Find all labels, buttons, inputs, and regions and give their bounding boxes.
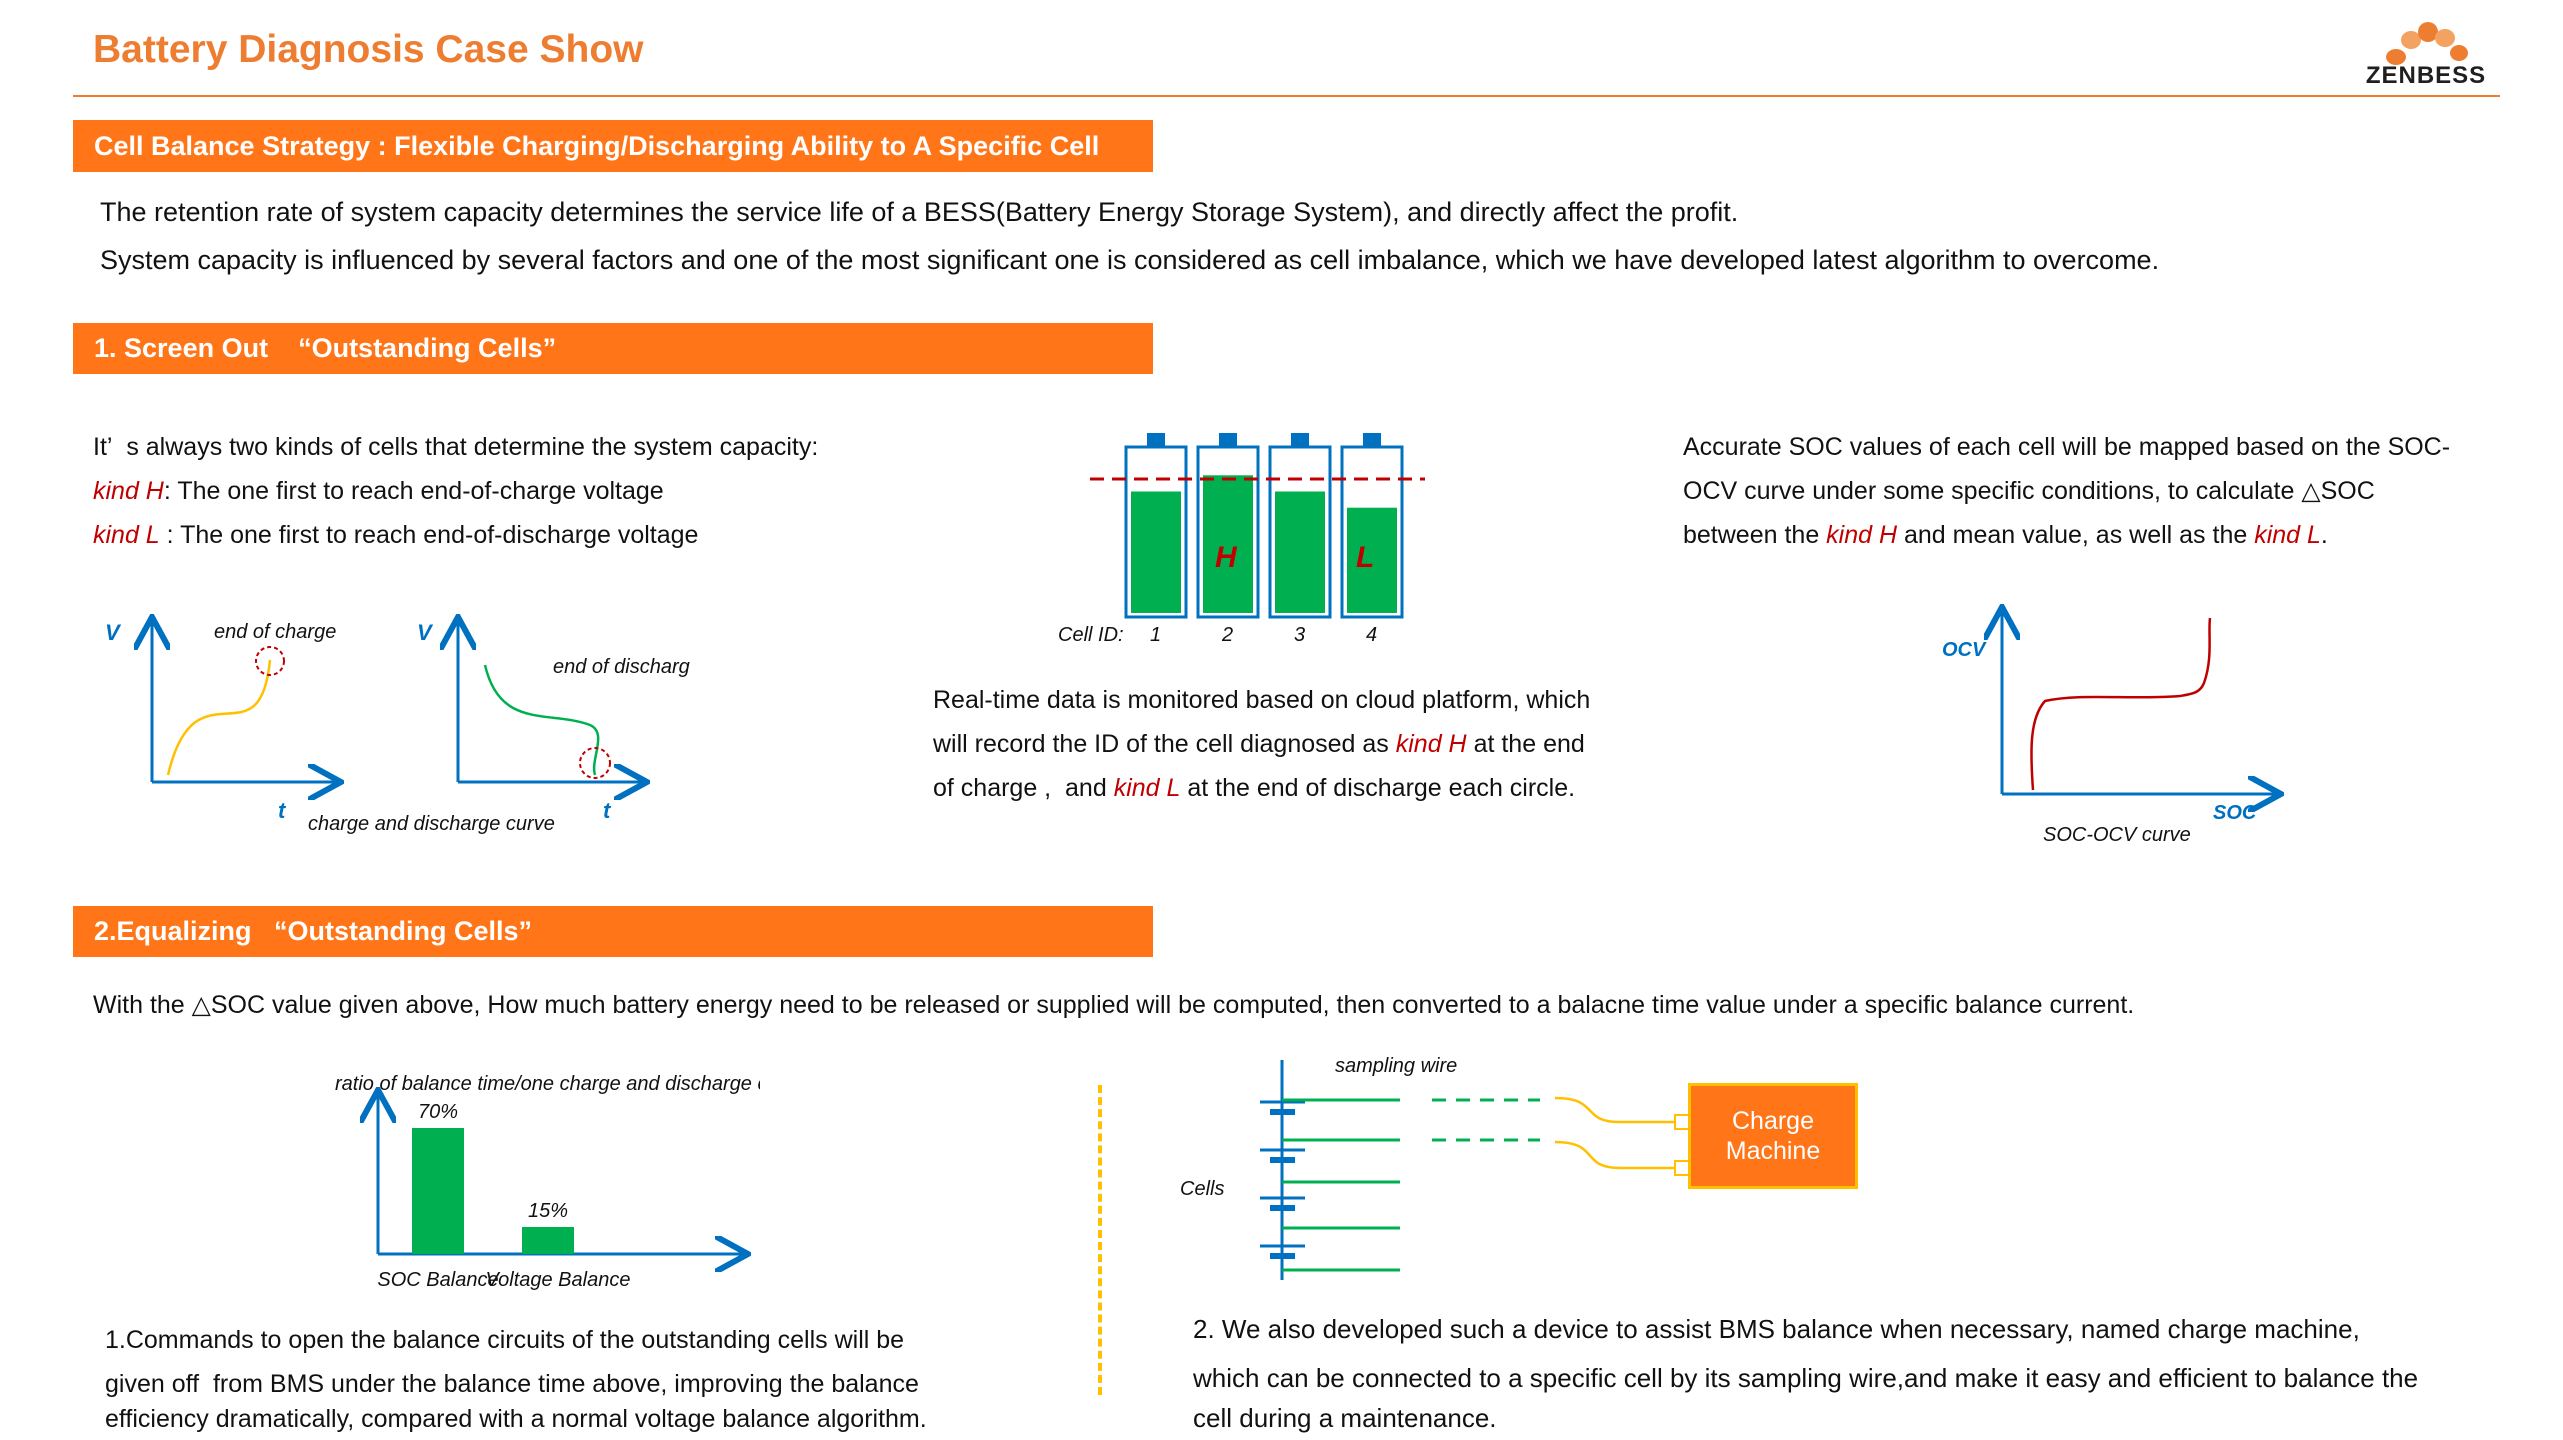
chart-title: ratio of balance time/one charge and dis…	[335, 1073, 760, 1095]
soc-text-line-3-a: between the	[1683, 521, 1827, 549]
discharge-curve	[483, 664, 600, 776]
cell-fill-2	[1203, 475, 1253, 613]
chart-bars: 70% SOC Balance 15% Voltage Balance	[377, 1101, 630, 1291]
soc-text-line-2: OCV curve under some specific conditions…	[1683, 477, 2375, 505]
bar-voltage-balance	[522, 1227, 574, 1254]
kind-h-term: kind H	[93, 477, 164, 505]
strategy-line-1: The retention rate of system capacity de…	[100, 197, 1739, 227]
cell-terminal-4	[1363, 433, 1381, 447]
sampling-wire-label: sampling wire	[1335, 1055, 1457, 1077]
commands-line-3: efficiency dramatically, compared with a…	[105, 1405, 927, 1433]
end-of-discharge-marker	[579, 747, 611, 779]
monitoring-line-3-a: of charge , and	[933, 774, 1114, 802]
balance-ratio-chart: ratio of balance time/one charge and dis…	[335, 1073, 760, 1291]
kind-l-line: kind L : The one first to reach end-of-d…	[93, 513, 698, 557]
monitoring-line-2-a: will record the ID of the cell diagnosed…	[933, 730, 1396, 758]
monitoring-line-1: Real-time data is monitored based on clo…	[933, 686, 1591, 714]
kind-l-description: : The one first to reach end-of-discharg…	[159, 521, 699, 549]
device-line-2: which can be connected to a specific cel…	[1193, 1363, 2419, 1393]
zenbess-logo: ZENBESS	[2356, 20, 2496, 95]
t-axis-label: t	[278, 798, 287, 823]
monitoring-line-2: will record the ID of the cell diagnosed…	[933, 722, 1585, 766]
cell-fill-3	[1275, 491, 1325, 613]
ocv-axis-label: OCV	[1942, 639, 1987, 661]
cells-group	[1124, 433, 1404, 619]
soc-text-line-3-b: and mean value, as well as the	[1897, 521, 2255, 549]
sampling-wires	[1282, 1098, 1540, 1272]
cell-id-values: 1 2 3 4	[1150, 624, 1377, 646]
cell-fill-1	[1131, 491, 1181, 613]
connector-wire-1	[1554, 1096, 1675, 1124]
device-line-1: 2. We also developed such a device to as…	[1193, 1314, 2360, 1344]
monitoring-kind-h: kind H	[1395, 730, 1467, 758]
charge-machine-box: Charge Machine	[1688, 1083, 1858, 1189]
commands-line-2: given off from BMS under the balance tim…	[105, 1370, 919, 1398]
bar-value-label: 70%	[418, 1101, 458, 1123]
monitoring-line-2-b: at the end	[1466, 730, 1585, 758]
soc-ocv-curve	[2030, 617, 2212, 791]
monitoring-line-3: of charge , and kind L at the end of dis…	[933, 766, 1575, 810]
cell-id-2: 2	[1221, 624, 1233, 646]
soc-text-line-3: between the kind H and mean value, as we…	[1683, 513, 2328, 557]
cell-plates	[1260, 1100, 1305, 1259]
monitoring-line-3-b: at the end of discharge each circle.	[1180, 774, 1576, 802]
cell-fill-4	[1347, 507, 1397, 613]
equalizing-intro: With the △SOC value given above, How muc…	[93, 991, 2135, 1019]
logo-mark-icon	[2386, 22, 2468, 65]
device-line-3: cell during a maintenance.	[1193, 1403, 1497, 1433]
soc-text-line-3-c: .	[2320, 521, 2328, 549]
end-of-charge-marker	[255, 646, 285, 676]
cell-id-3: 3	[1294, 624, 1305, 646]
bar-soc-balance	[412, 1128, 464, 1254]
connector-wire-2	[1554, 1140, 1675, 1170]
cell-terminal-1	[1147, 433, 1165, 447]
soc-ocv-chart: OCV SOC SOC-OCV curve	[1942, 598, 2290, 846]
section-divider	[1098, 1085, 1102, 1395]
charge-machine-line-1: Charge	[1732, 1107, 1814, 1135]
soc-kind-h: kind H	[1826, 521, 1898, 549]
cell-id-4: 4	[1366, 624, 1377, 646]
kind-l-term: kind L	[93, 521, 160, 549]
charge-machine-line-2: Machine	[1725, 1137, 1821, 1165]
strategy-header-bar: Cell Balance Strategy : Flexible Chargin…	[73, 120, 1153, 172]
cell-terminal-3	[1291, 433, 1309, 447]
v-axis-label-2: V	[417, 620, 434, 645]
end-of-discharge-label: end of discharge	[553, 656, 690, 678]
logo-text: ZENBESS	[2365, 62, 2487, 89]
bar-value-label: 15%	[528, 1200, 568, 1222]
cell-terminal-2	[1219, 433, 1237, 447]
kind-h-line: kind H: The one first to reach end-of-ch…	[93, 469, 664, 513]
v-axis-label: V	[105, 620, 122, 645]
charge-discharge-curves: V t end of charge V t end of discharge c…	[105, 600, 690, 835]
kind-h-description: : The one first to reach end-of-charge v…	[163, 477, 664, 505]
cell-l-label: L	[1356, 541, 1374, 574]
cell-h-label: H	[1215, 541, 1238, 574]
charge-machine-diagram: sampling wire Cells	[1180, 1055, 1690, 1280]
strategy-line-2: System capacity is influenced by several…	[100, 245, 2160, 275]
cell-soc-diagram: H L Cell ID: 1 2 3 4	[1058, 433, 1425, 646]
t-axis-label-2: t	[603, 798, 612, 823]
soc-ocv-caption: SOC-OCV curve	[2043, 824, 2191, 846]
commands-line-1: 1.Commands to open the balance circuits …	[105, 1326, 905, 1354]
monitoring-kind-l: kind L	[1113, 774, 1181, 802]
connector-port-1	[1674, 1114, 1690, 1130]
bar-category-label: SOC Balance	[377, 1269, 498, 1291]
section2-header-bar: 2.Equalizing “Outstanding Cells”	[73, 906, 1153, 957]
connector-port-2	[1674, 1160, 1690, 1176]
curves-caption: charge and discharge curve	[308, 813, 555, 835]
section1-header-bar: 1. Screen Out “Outstanding Cells”	[73, 323, 1153, 374]
end-of-charge-label: end of charge	[214, 621, 336, 643]
soc-axis-label: SOC	[2213, 802, 2257, 824]
cell-id-1: 1	[1150, 624, 1161, 646]
cell-id-label: Cell ID:	[1058, 624, 1124, 646]
cell-kinds-intro: It’ s always two kinds of cells that det…	[93, 433, 819, 461]
soc-kind-l: kind L	[2254, 521, 2321, 549]
soc-text-line-1: Accurate SOC values of each cell will be…	[1683, 433, 2451, 461]
bar-category-label: Voltage Balance	[486, 1269, 631, 1291]
cells-label: Cells	[1180, 1178, 1224, 1200]
page-title: Battery Diagnosis Case Show	[93, 28, 644, 71]
header-divider	[73, 95, 2500, 97]
charge-curve	[166, 659, 272, 776]
